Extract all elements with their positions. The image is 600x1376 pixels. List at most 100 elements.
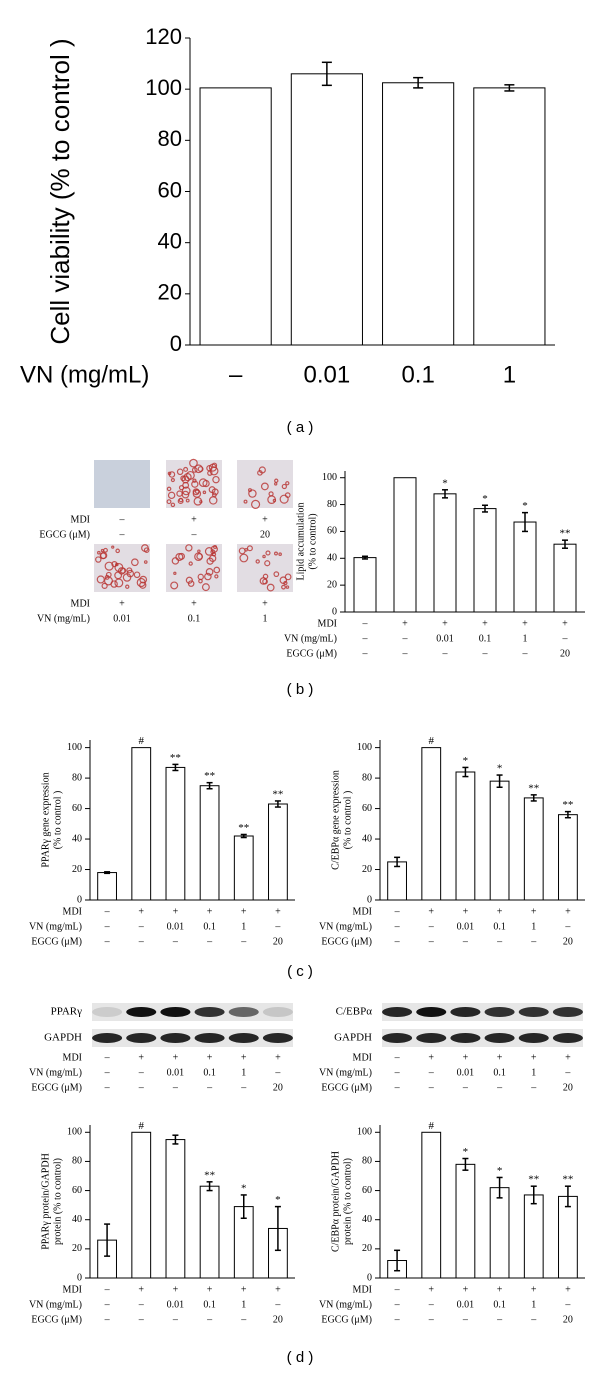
condition-value: –: [274, 1299, 281, 1310]
condition-value: –: [138, 1082, 145, 1093]
lipid-droplet: [201, 583, 210, 592]
condition-value: +: [207, 906, 213, 917]
significance-label: **: [272, 788, 283, 800]
condition-value: –: [462, 1082, 469, 1093]
condition-name: MDI: [71, 598, 90, 609]
bar: [382, 82, 455, 346]
blot-bg: [92, 1029, 293, 1047]
condition-value: –: [428, 1299, 435, 1310]
condition-name: EGCG (μM): [321, 1082, 372, 1093]
lipid-droplet: [209, 466, 219, 476]
lipid-droplet: [214, 574, 219, 579]
condition-value: –: [104, 936, 111, 947]
lipid-droplet: [281, 584, 286, 590]
condition-value: –: [274, 1067, 281, 1078]
condition-value: –: [402, 633, 409, 644]
significance-label: **: [528, 1174, 539, 1186]
lipid-droplet: [143, 560, 148, 564]
y-tick-label: 60: [362, 1185, 372, 1196]
condition-value: +: [565, 1284, 571, 1295]
error-bar: [240, 1194, 247, 1220]
error-bar: [482, 504, 488, 513]
blot-band: [92, 1007, 123, 1017]
condition-name: EGCG (μM): [321, 1314, 372, 1325]
y-tick-label: 0: [170, 331, 182, 356]
lipid-droplet: [213, 566, 221, 574]
lipid-droplet: [101, 582, 108, 589]
condition-value: 0.1: [203, 1299, 216, 1310]
y-tick-label: 100: [145, 75, 182, 100]
bar: [558, 1195, 578, 1279]
y-tick-label: 80: [72, 772, 82, 783]
significance-label: *: [497, 1165, 503, 1177]
condition-value: –: [138, 1299, 145, 1310]
error-bar: [522, 511, 528, 533]
bar: [353, 557, 377, 613]
significance-label: **: [204, 1169, 215, 1181]
y-tick-label: 0: [332, 606, 337, 617]
significance-label: *: [463, 755, 469, 767]
condition-value: –: [394, 921, 401, 932]
condition-value: +: [241, 1284, 247, 1295]
condition-value: –: [394, 1284, 401, 1295]
condition-value: –: [394, 1082, 401, 1093]
lipid-droplet: [139, 581, 147, 589]
error-bar: [462, 1157, 469, 1171]
condition-value: –: [496, 936, 503, 947]
significance-label: **: [204, 770, 215, 782]
condition-name: EGCG (μM): [321, 936, 372, 947]
y-tick-label: 40: [72, 1214, 82, 1225]
condition-value: –: [482, 648, 489, 659]
bar: [489, 780, 510, 901]
condition-value: –: [104, 906, 111, 917]
lipid-droplet: [175, 553, 184, 561]
y-tick-label: 20: [362, 864, 372, 875]
lipid-droplet: [239, 553, 249, 563]
error-bar: [530, 1185, 537, 1205]
condition-name: EGCG (μM): [31, 936, 82, 947]
condition-value: +: [565, 1052, 571, 1063]
blot-band: [552, 1033, 583, 1043]
lipid-droplet: [204, 547, 214, 556]
condition-value: 1: [531, 1067, 536, 1078]
bar: [393, 477, 417, 613]
micrograph: [237, 544, 293, 592]
condition-name: VN (mg/mL): [284, 633, 337, 644]
lipid-droplet: [191, 480, 199, 488]
significance-label: **: [238, 822, 249, 834]
blot-band: [160, 1033, 191, 1043]
blot-band: [518, 1007, 549, 1017]
bar: [523, 1194, 544, 1279]
lipid-droplet: [246, 545, 253, 552]
condition-value: 20: [563, 1314, 573, 1325]
blot-band: [160, 1007, 191, 1017]
condition-value: 1: [531, 921, 536, 932]
condition-value: +: [497, 1052, 503, 1063]
condition-name: VN (mg/mL): [29, 1067, 82, 1078]
condition-name: VN (mg/mL): [319, 921, 372, 932]
condition-value: +: [428, 1284, 434, 1295]
lipid-droplet: [181, 486, 191, 496]
condition-value: +: [173, 1284, 179, 1295]
bar: [199, 1185, 220, 1279]
significance-label: #: [429, 1120, 435, 1132]
blot-bg: [382, 1003, 583, 1021]
lipid-droplet: [170, 581, 179, 590]
condition-value: 1: [241, 1067, 246, 1078]
condition-value: –: [274, 921, 281, 932]
bar: [421, 1131, 442, 1279]
lipid-droplet: [166, 499, 172, 505]
lipid-droplet: [180, 475, 187, 482]
condition-name: VN (mg/mL): [319, 1299, 372, 1310]
blot-band: [126, 1033, 157, 1043]
condition-name: VN (mg/mL): [29, 921, 82, 932]
error-bar: [321, 61, 332, 87]
blot-band: [450, 1033, 481, 1043]
error-bar: [394, 856, 401, 868]
condition-value: –: [172, 936, 179, 947]
condition-value: –: [172, 1082, 179, 1093]
y-tick-label: 20: [362, 1243, 372, 1254]
lipid-droplet: [110, 580, 118, 588]
micrograph-bg: [94, 460, 150, 508]
condition-value: 0.01: [457, 921, 475, 932]
